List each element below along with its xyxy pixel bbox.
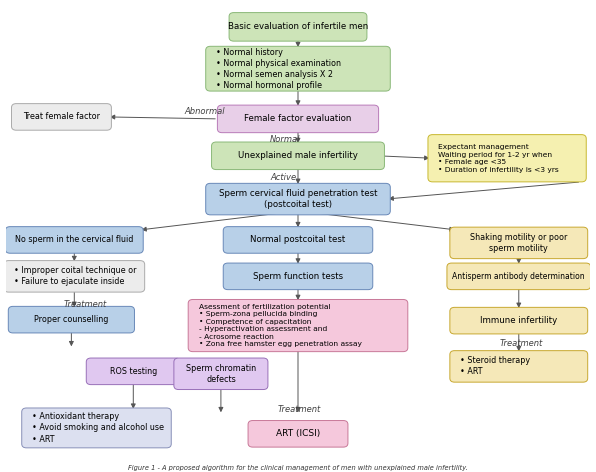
Text: • Improper coital technique or
• Failure to ejaculate inside: • Improper coital technique or • Failure… <box>14 266 137 287</box>
Text: Sperm function tests: Sperm function tests <box>253 272 343 281</box>
Text: Sperm chromatin
defects: Sperm chromatin defects <box>186 364 256 384</box>
FancyBboxPatch shape <box>428 135 586 182</box>
Text: ROS testing: ROS testing <box>110 367 157 376</box>
Text: Basic evaluation of infertile men: Basic evaluation of infertile men <box>228 22 368 31</box>
FancyBboxPatch shape <box>21 408 171 448</box>
Text: Normal postcoital test: Normal postcoital test <box>250 236 346 244</box>
Text: Proper counselling: Proper counselling <box>34 315 108 324</box>
Text: Female factor evaluation: Female factor evaluation <box>244 114 352 123</box>
FancyBboxPatch shape <box>5 227 143 253</box>
FancyBboxPatch shape <box>218 105 378 133</box>
Text: Treatment: Treatment <box>499 339 543 348</box>
Text: Figure 1 - A proposed algorithm for the clinical management of men with unexplai: Figure 1 - A proposed algorithm for the … <box>128 465 468 471</box>
Text: No sperm in the cervical fluid: No sperm in the cervical fluid <box>15 236 134 244</box>
Text: Normal: Normal <box>270 135 300 144</box>
Text: Abnormal: Abnormal <box>184 108 225 117</box>
FancyBboxPatch shape <box>450 227 588 259</box>
FancyBboxPatch shape <box>86 358 181 385</box>
Text: ART (ICSI): ART (ICSI) <box>276 430 320 438</box>
FancyBboxPatch shape <box>206 183 390 215</box>
FancyBboxPatch shape <box>206 46 390 91</box>
Text: • Normal history
• Normal physical examination
• Normal semen analysis X 2
• Nor: • Normal history • Normal physical exami… <box>216 48 342 90</box>
FancyBboxPatch shape <box>229 13 367 41</box>
Text: Treatment: Treatment <box>63 300 107 309</box>
Text: Treatment: Treatment <box>278 405 321 414</box>
FancyBboxPatch shape <box>248 421 348 447</box>
Text: Immune infertility: Immune infertility <box>480 316 557 325</box>
FancyBboxPatch shape <box>224 227 372 253</box>
FancyBboxPatch shape <box>450 307 588 334</box>
Text: • Antioxidant therapy
• Avoid smoking and alcohol use
• ART: • Antioxidant therapy • Avoid smoking an… <box>32 413 164 444</box>
Text: Unexplained male infertility: Unexplained male infertility <box>238 152 358 160</box>
Text: Treat female factor: Treat female factor <box>23 112 100 121</box>
FancyBboxPatch shape <box>212 142 384 169</box>
FancyBboxPatch shape <box>174 358 268 389</box>
Text: Antisperm antibody determination: Antisperm antibody determination <box>452 272 585 281</box>
FancyBboxPatch shape <box>4 261 145 292</box>
Text: Expectant management
Waiting period for 1-2 yr when
• Female age <35
• Duration : Expectant management Waiting period for … <box>439 144 559 172</box>
FancyBboxPatch shape <box>450 351 588 382</box>
Text: Sperm cervical fluid penetration test
(postcoital test): Sperm cervical fluid penetration test (p… <box>219 189 377 209</box>
Text: Shaking motility or poor
sperm motility: Shaking motility or poor sperm motility <box>470 233 567 253</box>
FancyBboxPatch shape <box>8 306 135 333</box>
FancyBboxPatch shape <box>224 263 372 290</box>
FancyBboxPatch shape <box>11 104 111 130</box>
Text: • Steroid therapy
• ART: • Steroid therapy • ART <box>460 356 530 377</box>
Text: Asessment of fertilization potential
• Sperm-zona pellucida binding
• Competence: Asessment of fertilization potential • S… <box>198 304 362 347</box>
FancyBboxPatch shape <box>188 299 408 352</box>
FancyBboxPatch shape <box>447 263 591 290</box>
Text: Active: Active <box>270 173 296 183</box>
